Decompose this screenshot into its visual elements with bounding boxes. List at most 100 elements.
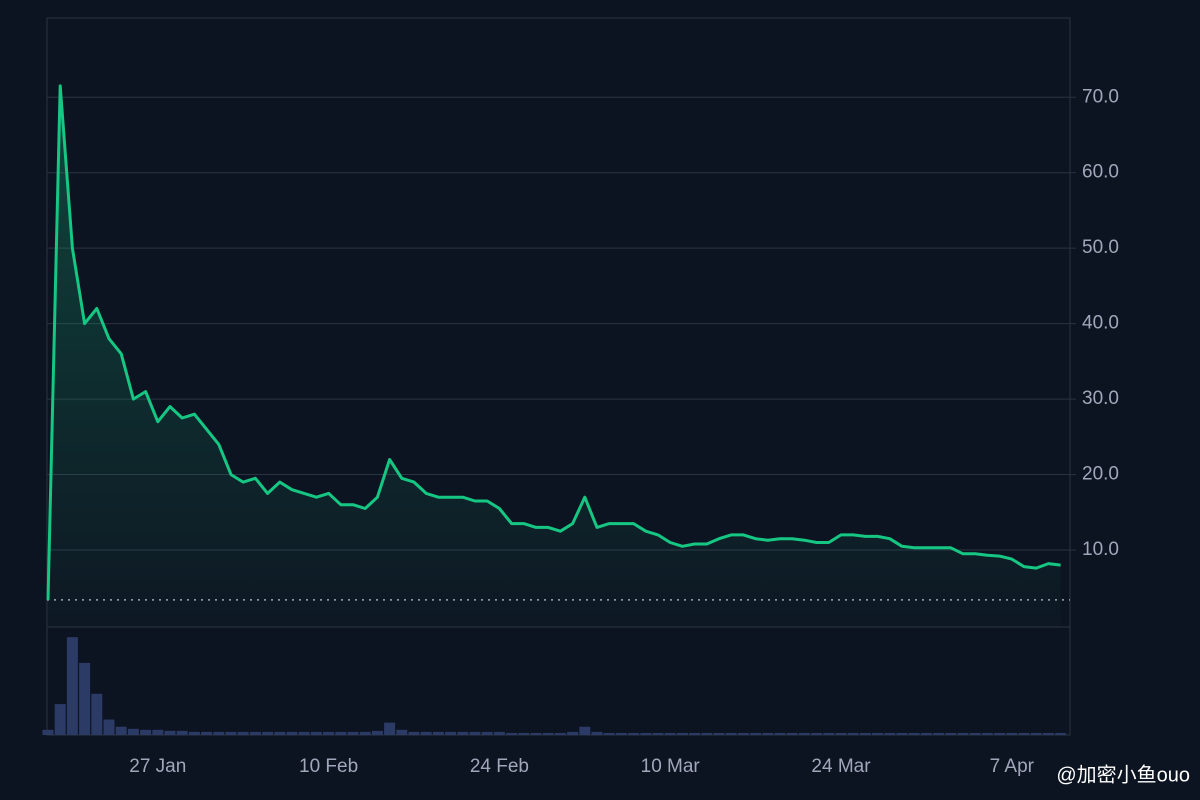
- volume-bar: [652, 732, 664, 735]
- volume-bar: [506, 732, 518, 735]
- volume-bar: [945, 732, 957, 735]
- volume-bar: [249, 731, 261, 735]
- volume-bar: [689, 732, 701, 735]
- volume-bar: [664, 732, 676, 735]
- volume-bar: [152, 729, 164, 735]
- price-area: [48, 85, 1061, 627]
- x-tick-label: 24 Mar: [811, 756, 871, 777]
- y-tick-label: 40.0: [1082, 313, 1119, 334]
- volume-bar: [103, 719, 115, 735]
- volume-bar: [640, 732, 652, 735]
- y-tick-label: 50.0: [1082, 237, 1119, 258]
- volume-bar: [847, 732, 859, 735]
- watermark: @加密小鱼ouo: [1056, 763, 1190, 786]
- volume-bar: [774, 732, 786, 735]
- volume-bar: [579, 726, 591, 735]
- volume-bar: [762, 732, 774, 735]
- volume-bar: [676, 732, 688, 735]
- volume-bar: [786, 732, 798, 735]
- volume-bar: [994, 732, 1006, 735]
- volume-bar: [396, 729, 408, 735]
- volume-bar: [91, 693, 103, 735]
- volume-bar: [310, 731, 322, 735]
- volume-bar: [603, 732, 615, 735]
- volume-bar: [286, 731, 298, 735]
- volume-bar: [359, 731, 371, 735]
- volume-bar: [908, 732, 920, 735]
- volume-bar: [274, 731, 286, 735]
- volume-bar: [445, 731, 457, 735]
- volume-bar: [1055, 732, 1067, 735]
- volume-bar: [176, 730, 188, 735]
- volume-bar: [798, 732, 810, 735]
- volume-bar: [530, 732, 542, 735]
- volume-bar: [969, 732, 981, 735]
- volume-bar: [1018, 732, 1030, 735]
- x-tick-label: 24 Feb: [470, 756, 529, 777]
- volume-bar: [884, 732, 896, 735]
- volume-bar: [469, 731, 481, 735]
- volume-bar: [262, 731, 274, 735]
- volume-bar: [750, 732, 762, 735]
- volume-bar: [323, 731, 335, 735]
- volume-bar: [140, 729, 152, 735]
- volume-bar: [420, 731, 432, 735]
- volume-bar: [1006, 732, 1018, 735]
- volume-bar: [518, 732, 530, 735]
- volume-bar: [713, 732, 725, 735]
- volume-bar: [920, 732, 932, 735]
- volume-bar: [542, 732, 554, 735]
- volume-bar: [481, 731, 493, 735]
- volume-bar: [54, 704, 66, 735]
- volume-bar: [164, 730, 176, 735]
- volume-bar: [872, 732, 884, 735]
- volume-bar: [213, 731, 225, 735]
- volume-bar: [811, 732, 823, 735]
- x-tick-label: 27 Jan: [129, 756, 186, 777]
- volume-bar: [298, 731, 310, 735]
- volume-bar: [823, 732, 835, 735]
- x-tick-label: 10 Feb: [299, 756, 358, 777]
- y-tick-label: 10.0: [1082, 539, 1119, 560]
- y-tick-label: 30.0: [1082, 388, 1119, 409]
- volume-bar: [408, 731, 420, 735]
- volume-bar: [457, 731, 469, 735]
- x-tick-label: 7 Apr: [990, 756, 1035, 777]
- y-tick-label: 70.0: [1082, 86, 1119, 107]
- y-tick-label: 20.0: [1082, 464, 1119, 485]
- volume-bar: [66, 637, 78, 735]
- volume-bar: [115, 726, 127, 735]
- volume-bar: [1042, 732, 1054, 735]
- volume-bar: [432, 731, 444, 735]
- volume-bar: [835, 732, 847, 735]
- volume-bar: [127, 728, 139, 735]
- volume-bar: [725, 732, 737, 735]
- volume-bar: [225, 731, 237, 735]
- volume-bar: [493, 731, 505, 735]
- volume-bar: [201, 731, 213, 735]
- volume-bar: [933, 732, 945, 735]
- volume-bar: [384, 722, 396, 735]
- volume-bar: [701, 732, 713, 735]
- volume-bar: [567, 731, 579, 735]
- volume-bar: [615, 732, 627, 735]
- volume-bar: [591, 731, 603, 735]
- volume-bar: [859, 732, 871, 735]
- y-tick-label: 60.0: [1082, 162, 1119, 183]
- volume-bar: [79, 662, 91, 735]
- volume-bar: [981, 732, 993, 735]
- x-tick-label: 10 Mar: [641, 756, 701, 777]
- price-line: [46, 84, 1061, 600]
- volume-bar: [957, 732, 969, 735]
- volume-bar: [188, 731, 200, 735]
- volume-bar: [554, 732, 566, 735]
- volume-bar: [237, 731, 249, 735]
- volume-bar: [42, 729, 54, 735]
- volume-bar: [347, 731, 359, 735]
- volume-bar: [335, 731, 347, 735]
- volume-bar: [896, 732, 908, 735]
- volume-bar: [1030, 732, 1042, 735]
